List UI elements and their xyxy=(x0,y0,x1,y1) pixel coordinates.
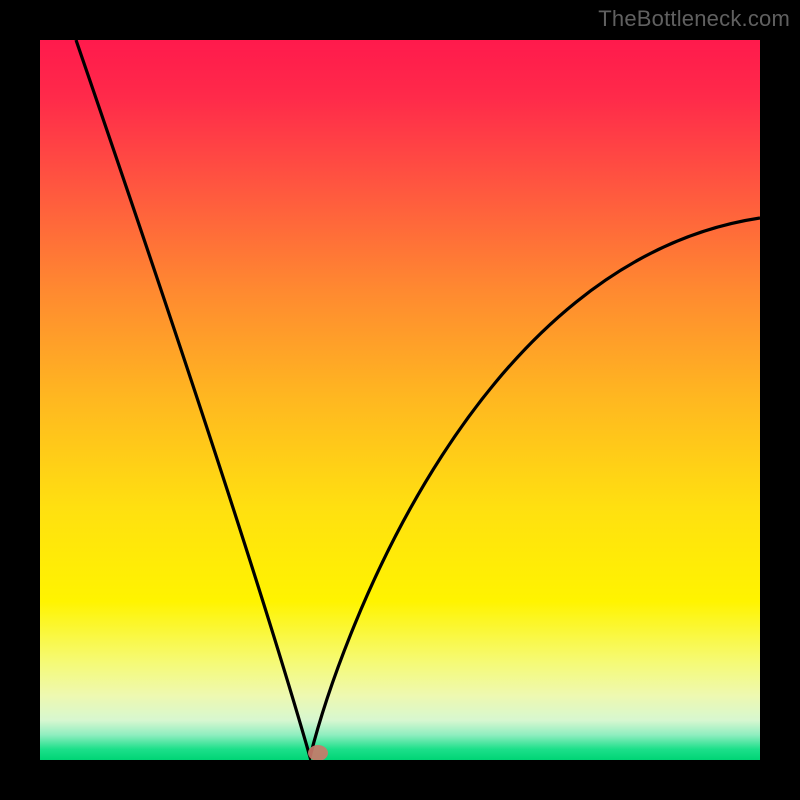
optimum-marker xyxy=(308,745,328,761)
chart-gradient-background xyxy=(40,40,760,760)
watermark-text: TheBottleneck.com xyxy=(598,6,790,32)
chart-container: TheBottleneck.com xyxy=(0,0,800,800)
bottleneck-chart xyxy=(0,0,800,800)
